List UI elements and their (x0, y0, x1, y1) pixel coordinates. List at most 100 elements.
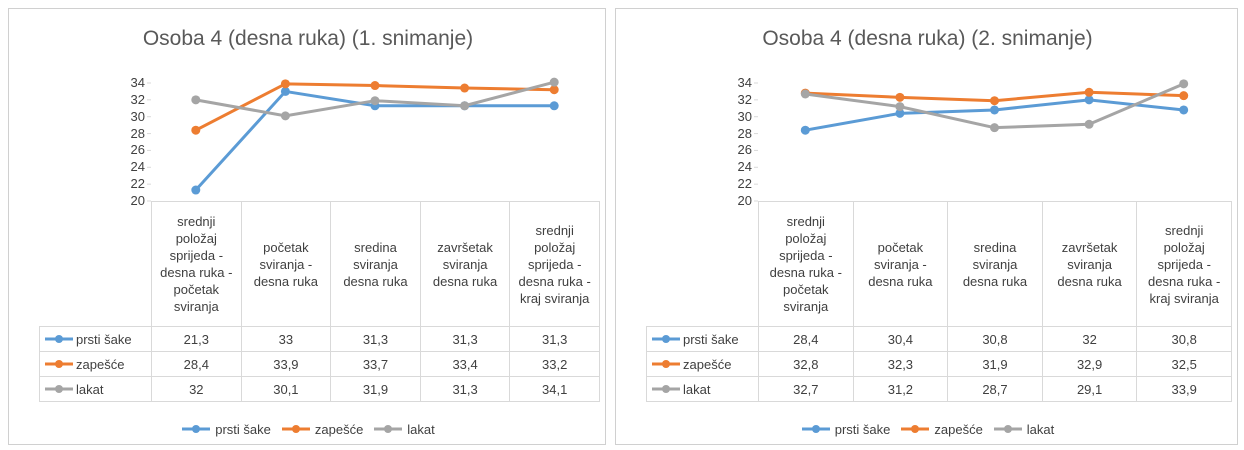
legend-icon (281, 425, 310, 433)
point (1179, 105, 1189, 115)
series-name: lakat (76, 381, 104, 397)
point (549, 85, 559, 95)
point (990, 105, 999, 115)
table-value: 31,3 (419, 376, 511, 402)
point (1084, 87, 1094, 97)
point (895, 108, 905, 118)
series-name: zapešće (683, 356, 732, 372)
table-value: 32 (1041, 326, 1138, 352)
series-name: prsti šake (683, 331, 739, 347)
category-cell: početak sviranja - desna ruka (852, 201, 949, 327)
table-value: 33,7 (330, 351, 421, 377)
point (895, 102, 905, 112)
point (280, 111, 290, 121)
row-header: zapešće (646, 351, 759, 377)
table-value: 28,4 (151, 351, 242, 377)
table-value: 31,2 (852, 376, 949, 402)
point (191, 185, 201, 195)
table-value: 30,8 (947, 326, 1043, 352)
point (280, 79, 290, 89)
legend-item: prsti šake (181, 421, 271, 437)
point (370, 96, 380, 106)
legend-item: prsti šake (801, 421, 891, 437)
legend-marker (55, 385, 63, 393)
point (191, 95, 201, 105)
legend-icon (901, 425, 930, 433)
point (460, 101, 470, 111)
series-name: lakat (683, 381, 711, 397)
table-value: 32,5 (1136, 351, 1232, 377)
legend-icon (45, 385, 73, 393)
table-value: 32 (151, 376, 242, 402)
row-header: zapešće (39, 351, 152, 377)
legend-icon (45, 335, 73, 343)
y-tick-label: 24 (737, 159, 752, 175)
y-tick-label: 26 (737, 142, 752, 158)
legend-marker (662, 385, 670, 393)
y-tick-label: 26 (130, 142, 145, 158)
y-tick-label: 32 (130, 91, 145, 107)
point (1084, 119, 1094, 129)
y-tick-label: 20 (737, 193, 752, 208)
y-tick-label: 22 (130, 176, 145, 192)
plot (754, 79, 1189, 202)
legend-label: lakat (407, 421, 435, 437)
table-value: 33 (240, 326, 332, 352)
point (280, 86, 290, 96)
table-value: 33,9 (1136, 376, 1232, 402)
legend-label: lakat (1026, 421, 1055, 437)
table-value: 30,8 (1136, 326, 1232, 352)
table-value: 33,9 (240, 351, 332, 377)
y-tick-label: 30 (130, 108, 145, 124)
legend-item: lakat (993, 421, 1054, 437)
row-header: prsti šake (39, 326, 152, 352)
legend-marker (662, 335, 670, 343)
table-value: 28,7 (947, 376, 1043, 402)
table-value: 31,3 (509, 326, 600, 352)
chart: Osoba 4 (desna ruka) (1. snimanje) 20 22 24… (8, 8, 606, 445)
row-header: lakat (646, 376, 759, 402)
legend-label: prsti šake (834, 421, 891, 437)
legend-icon (652, 385, 680, 393)
point (800, 125, 810, 135)
y-tick-label: 28 (130, 125, 145, 141)
table-value: 34,1 (509, 376, 600, 402)
legend-marker (1003, 425, 1012, 433)
point (549, 101, 559, 111)
point (460, 83, 470, 93)
y-tick-label: 32 (737, 91, 752, 107)
y-tick-label: 22 (737, 176, 752, 192)
plot (147, 77, 559, 202)
legend-marker (192, 425, 201, 433)
legend: prsti šake zapešće lakat (9, 421, 607, 437)
y-tick-label: 20 (130, 193, 145, 208)
legend-marker (811, 425, 820, 433)
legend-label: zapešće (934, 421, 983, 437)
legend-item: lakat (373, 421, 435, 437)
legend-marker (662, 360, 670, 368)
series-name: zapešće (76, 356, 125, 372)
category-cell: sredina sviranja desna ruka (330, 201, 421, 327)
chart-title: Osoba 4 (desna ruka) (2. snimanje) (762, 27, 1093, 50)
y-tick-label: 28 (737, 125, 752, 141)
point (191, 125, 201, 135)
legend-icon (993, 425, 1022, 433)
chart: Osoba 4 (desna ruka) (2. snimanje) 20 22 24… (615, 8, 1238, 445)
category-cell: srednji položaj sprijeda - desna ruka - … (758, 201, 854, 327)
table-value: 29,1 (1041, 376, 1138, 402)
point (1179, 79, 1189, 89)
category-cell: srednji položaj sprijeda - desna ruka - … (509, 201, 600, 327)
legend-label: prsti šake (215, 421, 271, 437)
table-value: 31,9 (947, 351, 1043, 377)
table-value: 28,4 (758, 326, 854, 352)
series-name: prsti šake (76, 331, 132, 347)
legend-icon (801, 425, 830, 433)
category-cell: završetak sviranja desna ruka (1041, 201, 1138, 327)
table-value: 32,8 (758, 351, 854, 377)
category-cell: početak sviranja - desna ruka (240, 201, 332, 327)
table-value: 32,9 (1041, 351, 1138, 377)
y-tick-label: 34 (130, 75, 145, 90)
legend-marker (384, 425, 393, 433)
legend-marker (55, 335, 63, 343)
